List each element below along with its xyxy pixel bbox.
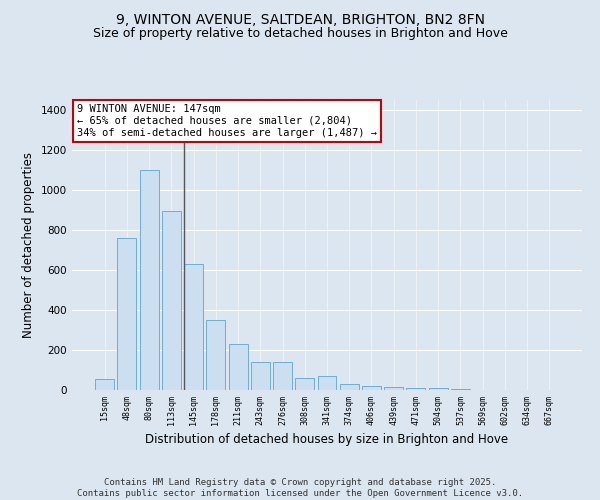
Bar [295,378,314,390]
Text: Contains HM Land Registry data © Crown copyright and database right 2025.
Contai: Contains HM Land Registry data © Crown c… [77,478,523,498]
Bar [140,170,158,390]
Bar [384,387,403,390]
Bar [95,379,114,390]
Bar [273,362,292,390]
Bar [229,344,248,390]
Bar [317,376,337,390]
Bar [406,388,425,390]
Bar [118,238,136,390]
Text: Size of property relative to detached houses in Brighton and Hove: Size of property relative to detached ho… [92,28,508,40]
Y-axis label: Number of detached properties: Number of detached properties [22,152,35,338]
Bar [340,384,359,390]
X-axis label: Distribution of detached houses by size in Brighton and Hove: Distribution of detached houses by size … [145,433,509,446]
Bar [251,362,270,390]
Bar [206,320,225,390]
Bar [162,211,181,390]
Bar [429,388,448,390]
Text: 9 WINTON AVENUE: 147sqm
← 65% of detached houses are smaller (2,804)
34% of semi: 9 WINTON AVENUE: 147sqm ← 65% of detache… [77,104,377,138]
Bar [184,264,203,390]
Bar [362,386,381,390]
Text: 9, WINTON AVENUE, SALTDEAN, BRIGHTON, BN2 8FN: 9, WINTON AVENUE, SALTDEAN, BRIGHTON, BN… [115,12,485,26]
